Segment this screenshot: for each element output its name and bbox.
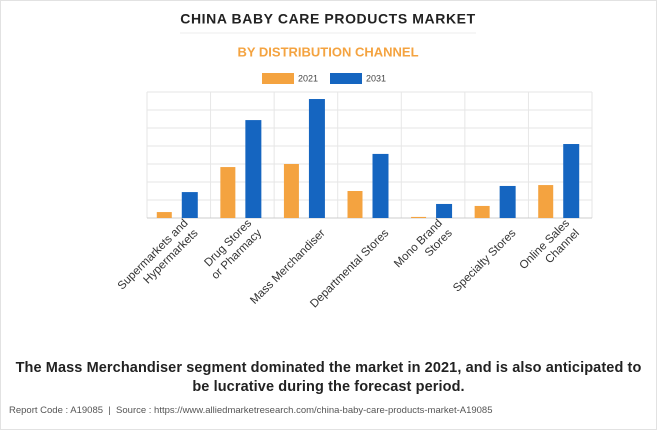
bar xyxy=(499,185,516,218)
footer: Report Code : A19085 | Source : https://… xyxy=(9,405,493,416)
bar xyxy=(245,120,262,218)
legend-swatch xyxy=(330,73,362,84)
caption: The Mass Merchandiser segment dominated … xyxy=(15,360,642,395)
chart-title: CHINA BABY CARE PRODUCTS MARKET xyxy=(180,11,476,27)
bar xyxy=(372,153,389,218)
bar xyxy=(563,144,580,218)
bar xyxy=(283,164,299,218)
x-tick-label: Specialty Stores xyxy=(451,227,518,294)
legend-label: 2031 xyxy=(366,73,386,83)
bar xyxy=(347,191,363,218)
chart-subtitle: BY DISTRIBUTION CHANNEL xyxy=(237,44,418,59)
bar xyxy=(436,203,453,218)
x-tick-label: Online SalesChannel xyxy=(517,217,582,282)
x-tick-label: Mono BrandStores xyxy=(392,217,455,280)
bar xyxy=(220,167,236,218)
x-tick-label: Supermarkets andHypermarkets xyxy=(116,217,201,302)
bar xyxy=(181,192,198,218)
chart: CHINA BABY CARE PRODUCTS MARKET BY DISTR… xyxy=(116,11,593,310)
legend-label: 2021 xyxy=(298,73,318,83)
bar xyxy=(411,216,427,218)
x-tick-label: Drug Storesor Pharmacy xyxy=(200,217,265,282)
bar xyxy=(474,205,490,218)
legend-swatch xyxy=(262,73,294,84)
x-tick-label-line: Specialty Stores xyxy=(451,227,518,294)
bar xyxy=(538,185,554,218)
bar xyxy=(308,99,325,218)
bar xyxy=(156,212,172,218)
